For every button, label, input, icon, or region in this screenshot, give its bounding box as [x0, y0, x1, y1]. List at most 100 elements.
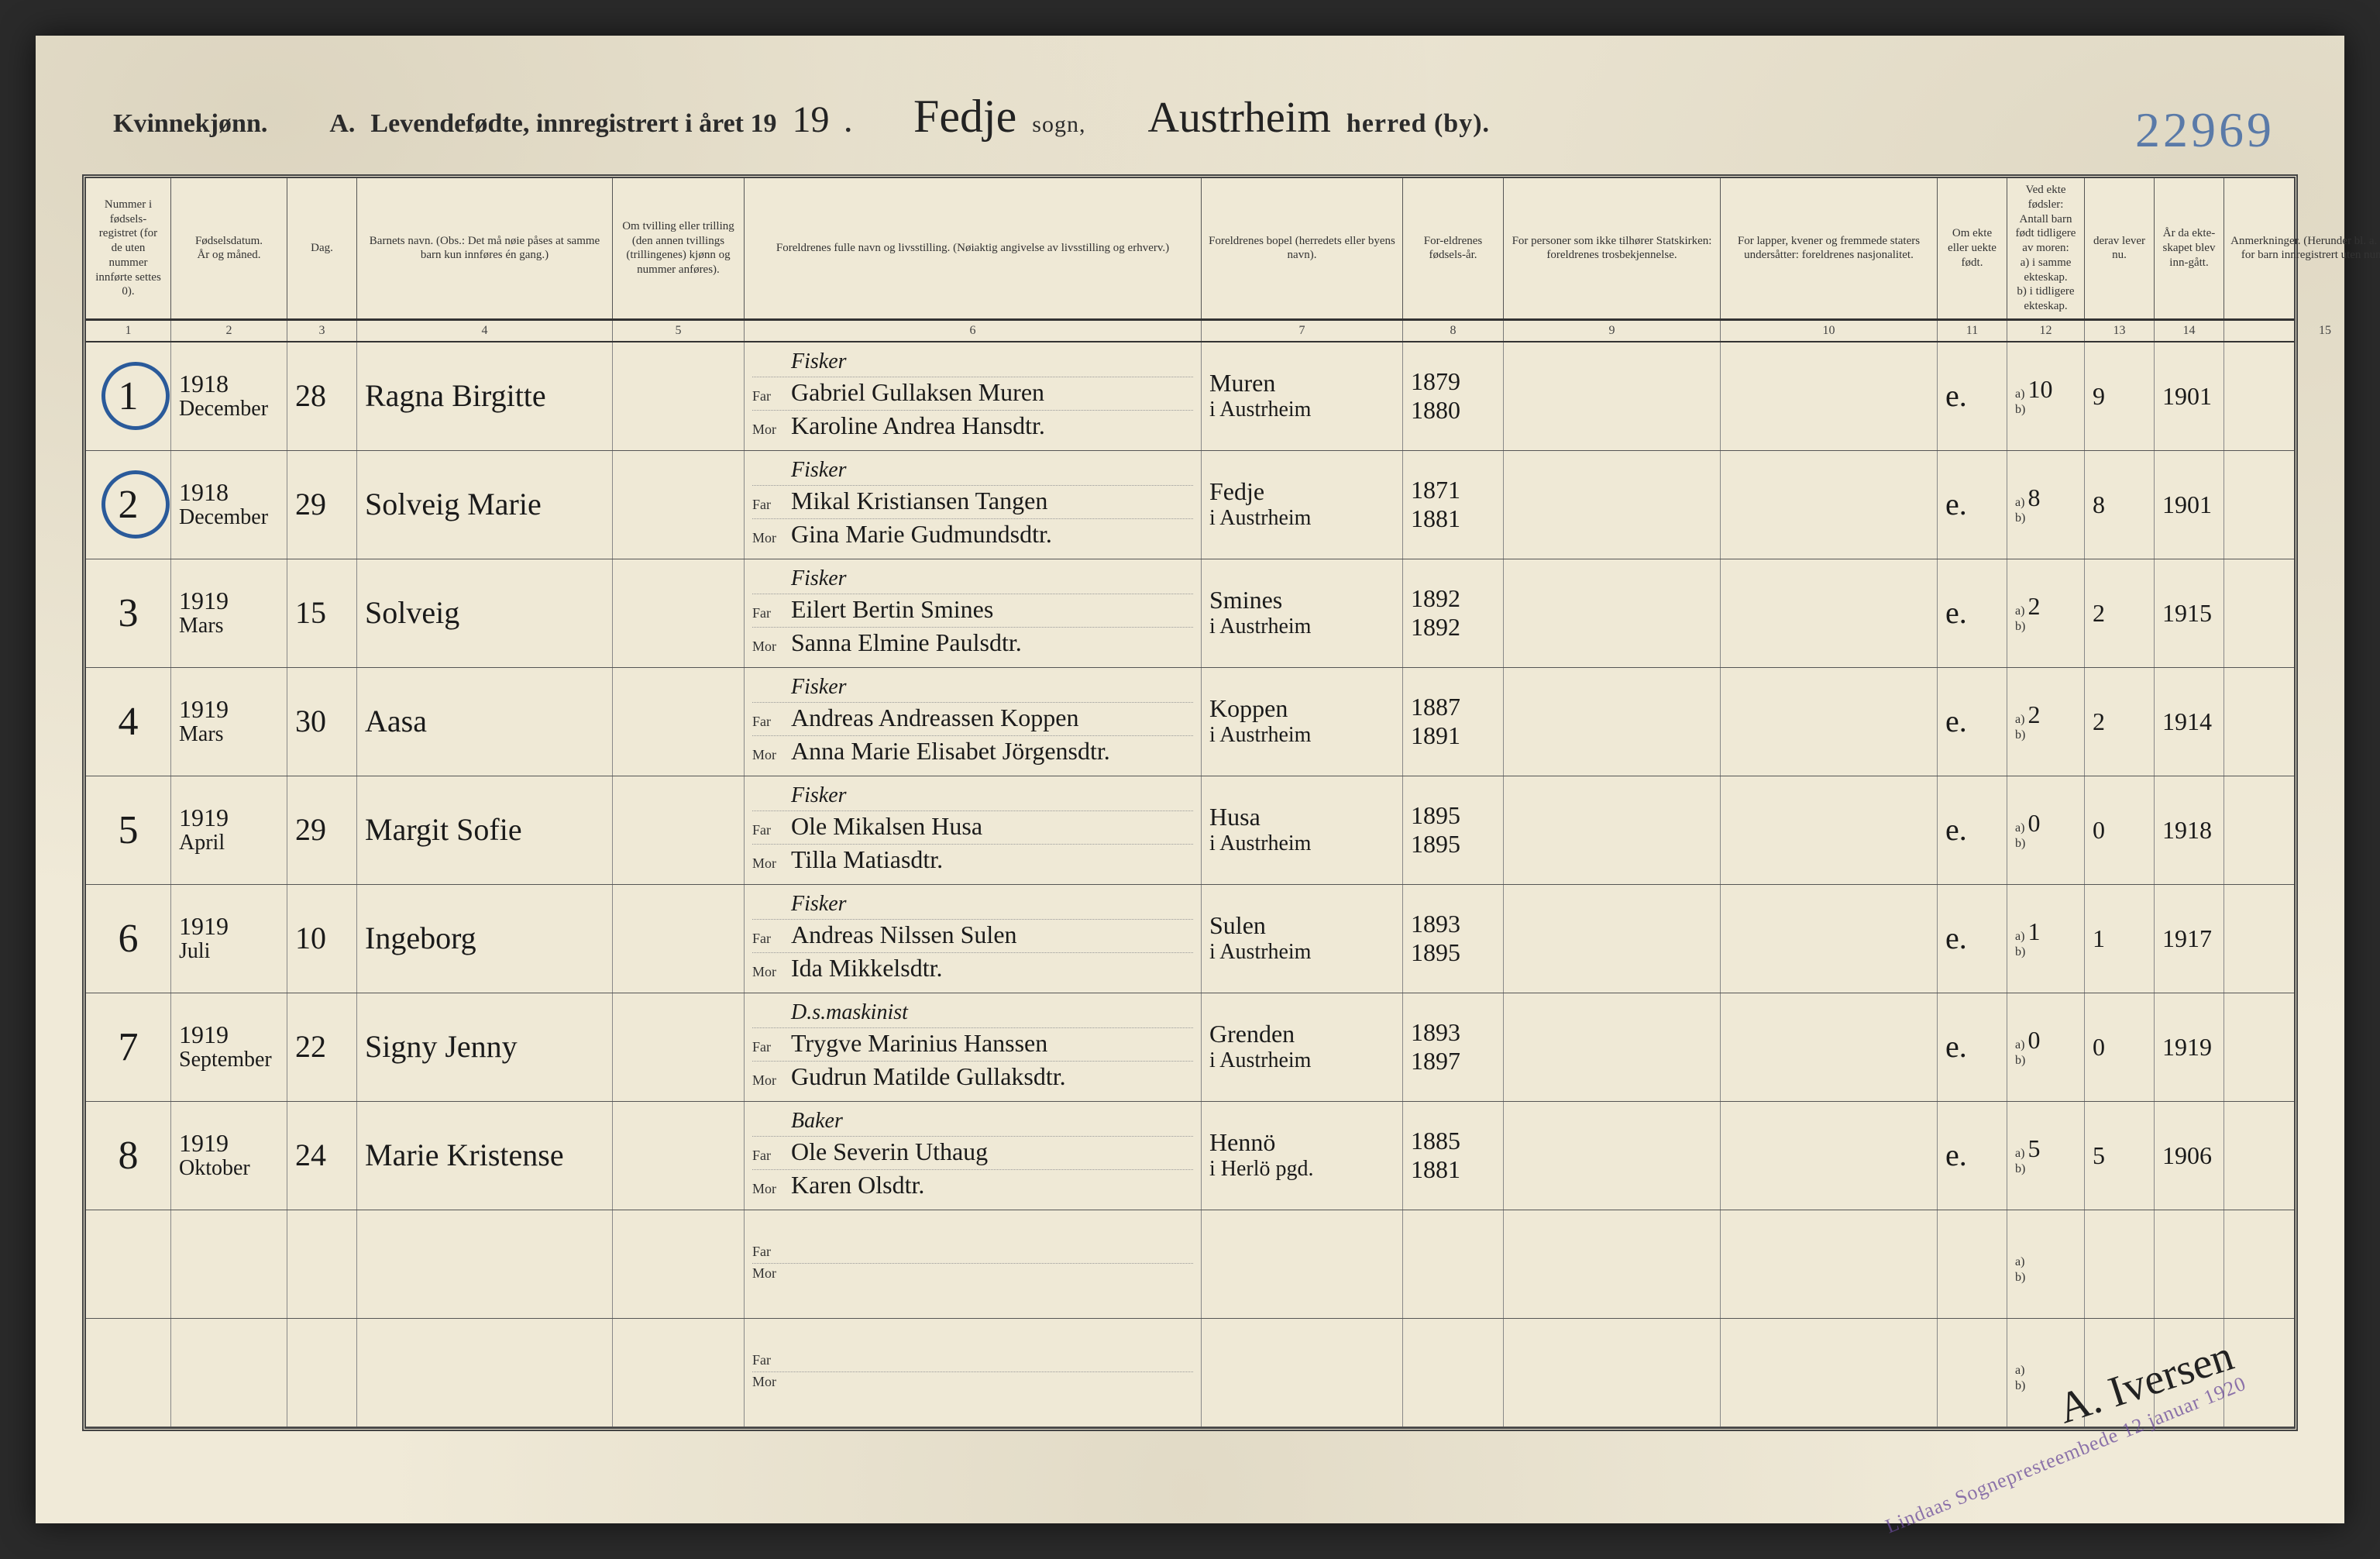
- col-2-header: Fødselsdatum. År og måned.: [171, 178, 287, 318]
- twin-info: [613, 885, 745, 993]
- year-month: [171, 1210, 287, 1318]
- residence: Sminesi Austrheim: [1202, 559, 1403, 667]
- col-6-header: Foreldrenes fulle navn og livsstilling. …: [745, 178, 1202, 318]
- day: [287, 1319, 357, 1427]
- marriage-year: 1915: [2155, 559, 2224, 667]
- colnum: 14: [2155, 321, 2224, 341]
- child-name: Margit Sofie: [357, 776, 613, 884]
- parents: FarMor: [745, 1210, 1202, 1318]
- table-row: FarMora) b): [86, 1319, 2294, 1427]
- living-now: 2: [2085, 559, 2155, 667]
- residence: [1202, 1210, 1403, 1318]
- entry-number: 8: [86, 1102, 171, 1210]
- twin-info: [613, 1319, 745, 1427]
- year-handwritten: 19: [792, 98, 829, 141]
- twin-info: [613, 668, 745, 776]
- colnum: 7: [1202, 321, 1403, 341]
- twin-info: [613, 559, 745, 667]
- colnum: 1: [86, 321, 171, 341]
- legitimacy: e.: [1938, 885, 2007, 993]
- col-10-header: For lapper, kvener og fremmede staters u…: [1721, 178, 1938, 318]
- year-month: 1918December: [171, 342, 287, 450]
- day: 28: [287, 342, 357, 450]
- section-letter: A.: [329, 109, 355, 139]
- col-12-main: Ved ekte fødsler: Antall barn født tidli…: [2014, 183, 2078, 256]
- parent-birthyears: 18951895: [1403, 776, 1504, 884]
- parents: BakerFarOle Severin UthaugMorKaren Olsdt…: [745, 1102, 1202, 1210]
- herred-value: Austrheim: [1147, 93, 1330, 143]
- entry-number: 1: [86, 342, 171, 450]
- entry-number: 5: [86, 776, 171, 884]
- child-name: Ragna Birgitte: [357, 342, 613, 450]
- entry-number: [86, 1210, 171, 1318]
- col-2a: Fødselsdatum.: [177, 234, 280, 249]
- religion: [1504, 342, 1721, 450]
- prior-children: a) b): [2007, 1210, 2085, 1318]
- twin-info: [613, 451, 745, 559]
- prior-children: a) 1b): [2007, 885, 2085, 993]
- legitimacy: [1938, 1319, 2007, 1427]
- prior-children: a) 0b): [2007, 993, 2085, 1101]
- parent-birthyears: 18871891: [1403, 668, 1504, 776]
- prior-children: a) 2b): [2007, 559, 2085, 667]
- year-month: 1919Oktober: [171, 1102, 287, 1210]
- col-12b: b) i tidligere ekteskap.: [2014, 284, 2078, 314]
- prior-children: a) 0b): [2007, 776, 2085, 884]
- child-name: Aasa: [357, 668, 613, 776]
- child-name: Solveig Marie: [357, 451, 613, 559]
- year-month: 1919Juli: [171, 885, 287, 993]
- col-8-header: For-eldrenes fødsels-år.: [1403, 178, 1504, 318]
- remarks: [2224, 1319, 2380, 1427]
- remarks: [2224, 342, 2380, 450]
- parent-birthyears: [1403, 1319, 1504, 1427]
- entry-number: 3: [86, 559, 171, 667]
- year-month: 1919Mars: [171, 668, 287, 776]
- year-month: 1919Mars: [171, 559, 287, 667]
- day: 22: [287, 993, 357, 1101]
- table-row: 71919September22Signy JennyD.s.maskinist…: [86, 993, 2294, 1102]
- colnum: 5: [613, 321, 745, 341]
- living-now: 0: [2085, 993, 2155, 1101]
- prior-children: a) 2b): [2007, 668, 2085, 776]
- legitimacy: e.: [1938, 668, 2007, 776]
- legitimacy: e.: [1938, 1102, 2007, 1210]
- parents: FiskerFarEilert Bertin SminesMorSanna El…: [745, 559, 1202, 667]
- marriage-year: 1901: [2155, 451, 2224, 559]
- legitimacy: e.: [1938, 776, 2007, 884]
- prior-children: a) 10b): [2007, 342, 2085, 450]
- religion: [1504, 451, 1721, 559]
- col-2b: År og måned.: [177, 248, 280, 263]
- rows-container: 11918December28Ragna BirgitteFiskerFarGa…: [86, 342, 2294, 1427]
- remarks: [2224, 1102, 2380, 1210]
- table-row: 11918December28Ragna BirgitteFiskerFarGa…: [86, 342, 2294, 451]
- table-row: FarMor a) b): [86, 1210, 2294, 1319]
- religion: [1504, 1102, 1721, 1210]
- parents: D.s.maskinistFarTrygve Marinius HanssenM…: [745, 993, 1202, 1101]
- religion: [1504, 559, 1721, 667]
- twin-info: [613, 342, 745, 450]
- religion: [1504, 776, 1721, 884]
- colnum: 10: [1721, 321, 1938, 341]
- entry-number: 7: [86, 993, 171, 1101]
- day: 15: [287, 559, 357, 667]
- twin-info: [613, 1102, 745, 1210]
- nationality: [1721, 1210, 1938, 1318]
- table-row: 31919Mars15SolveigFiskerFarEilert Bertin…: [86, 559, 2294, 668]
- day: 29: [287, 451, 357, 559]
- marriage-year: [2155, 1210, 2224, 1318]
- colnum: 3: [287, 321, 357, 341]
- twin-info: [613, 1210, 745, 1318]
- living-now: 8: [2085, 451, 2155, 559]
- parent-birthyears: [1403, 1210, 1504, 1318]
- parent-birthyears: 18931895: [1403, 885, 1504, 993]
- year-month: [171, 1319, 287, 1427]
- colnum: 4: [357, 321, 613, 341]
- nationality: [1721, 993, 1938, 1101]
- register-page: 22969 42938 Kvinnekjønn. A. Levendefødte…: [36, 36, 2344, 1523]
- living-now: [2085, 1210, 2155, 1318]
- title-main: Levendefødte, innregistrert i året 19: [370, 109, 776, 139]
- entry-number: 6: [86, 885, 171, 993]
- entry-number: [86, 1319, 171, 1427]
- year-month: 1919September: [171, 993, 287, 1101]
- colnum: 13: [2085, 321, 2155, 341]
